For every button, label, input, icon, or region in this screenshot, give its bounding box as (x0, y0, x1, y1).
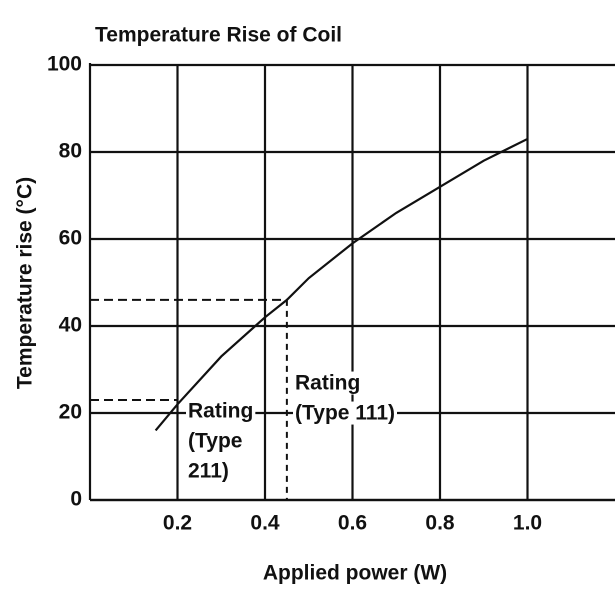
annotation: (Type 111) (295, 402, 395, 425)
annotation: 211) (188, 460, 229, 483)
chart-title: Temperature Rise of Coil (95, 24, 342, 47)
y-tick-label: 40 (59, 314, 82, 337)
x-axis-label: Applied power (W) (263, 562, 447, 585)
y-tick-label: 20 (59, 401, 82, 424)
annotation-bg (293, 401, 397, 425)
annotation: Rating (188, 400, 253, 423)
x-tick-label: 0.2 (163, 512, 192, 535)
annotation: Rating (295, 372, 360, 395)
annotation-bg (293, 371, 363, 395)
annotation: (Type (188, 430, 242, 453)
y-tick-label: 80 (59, 140, 82, 163)
x-tick-label: 0.6 (338, 512, 367, 535)
y-tick-label: 0 (70, 488, 82, 511)
x-tick-label: 0.4 (250, 512, 280, 535)
annotation-bg (186, 429, 245, 453)
annotation-bg (186, 459, 231, 483)
y-tick-label: 100 (47, 53, 82, 76)
y-tick-label: 60 (59, 227, 82, 250)
annotation-bg (186, 399, 256, 423)
data-line (154, 137, 528, 432)
x-tick-label: 0.8 (425, 512, 455, 535)
x-tick-label: 1.0 (513, 512, 542, 535)
y-axis-label: Temperature rise (°C) (14, 177, 37, 389)
